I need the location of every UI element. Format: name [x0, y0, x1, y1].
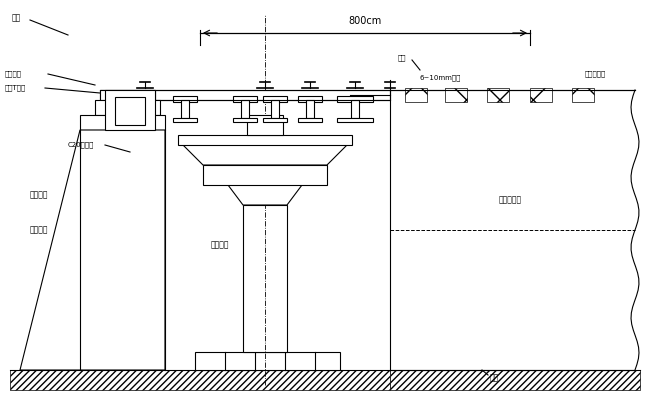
Text: 工工T字梁: 工工T字梁 [5, 85, 26, 91]
Bar [100, 90, 390, 100]
Bar [95, 100, 160, 115]
Text: 二止宁调: 二止宁调 [5, 71, 22, 77]
Polygon shape [183, 145, 347, 165]
Text: 限位: 限位 [398, 55, 407, 61]
Bar [263, 96, 287, 102]
Bar [105, 90, 155, 130]
Polygon shape [20, 130, 165, 370]
Bar [203, 165, 327, 185]
Bar [243, 205, 287, 352]
Text: 6~10mm钢板: 6~10mm钢板 [420, 75, 461, 81]
Bar [337, 96, 373, 102]
Bar [337, 118, 373, 122]
Text: 800cm: 800cm [348, 16, 382, 26]
Bar [173, 118, 197, 122]
Bar [390, 370, 640, 390]
Bar [405, 88, 427, 102]
Bar [126, 100, 134, 118]
Bar [10, 370, 390, 390]
Text: 迁移: 迁移 [12, 14, 21, 22]
Text: C20混凝土: C20混凝土 [68, 142, 94, 148]
Bar [572, 88, 594, 102]
Bar [263, 118, 287, 122]
Text: 新架侧位置: 新架侧位置 [499, 196, 522, 204]
Bar [351, 100, 359, 118]
Bar [233, 96, 257, 102]
Bar [530, 88, 552, 102]
Bar [306, 100, 314, 118]
Bar [112, 118, 148, 122]
Bar [298, 96, 322, 102]
Bar [100, 90, 155, 100]
Bar [181, 100, 189, 118]
Bar [195, 352, 340, 370]
Text: 既有桥墩: 既有桥墩 [211, 240, 229, 250]
Bar [173, 96, 197, 102]
Text: 硬杂木垫板: 硬杂木垫板 [585, 71, 606, 77]
Bar [233, 118, 257, 122]
Text: 加密块石: 加密块石 [30, 190, 49, 200]
Polygon shape [228, 185, 302, 205]
Bar [178, 135, 352, 145]
Bar [115, 97, 145, 125]
Bar [241, 100, 249, 118]
Bar [80, 115, 165, 130]
Text: 地基: 地基 [490, 374, 499, 382]
Bar [247, 115, 283, 135]
Bar [271, 100, 279, 118]
Text: 既有边墙: 既有边墙 [30, 226, 49, 234]
Bar [445, 88, 467, 102]
Bar [112, 96, 148, 102]
Bar [487, 88, 509, 102]
Bar [298, 118, 322, 122]
